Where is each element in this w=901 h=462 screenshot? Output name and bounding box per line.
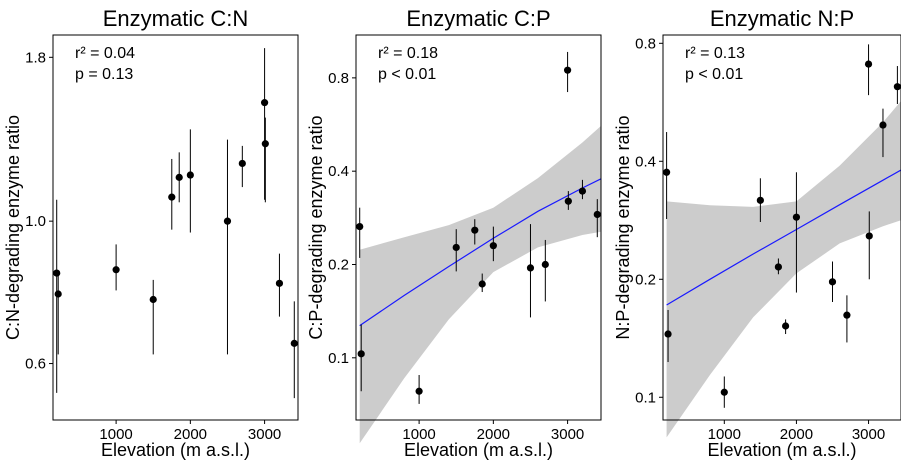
data-point	[275, 279, 284, 287]
data-point	[260, 99, 269, 107]
r-squared-label: r² = 0.04	[75, 45, 135, 62]
panel-border	[355, 34, 602, 421]
x-axis-label: Elevation (m a.s.l.)	[707, 440, 856, 460]
data-point	[879, 121, 887, 129]
data-point	[261, 140, 269, 148]
p-value-label: p < 0.01	[685, 66, 743, 83]
data-point	[893, 83, 901, 91]
y-tick-label: 1.0	[25, 213, 46, 230]
data-point	[357, 350, 365, 358]
chart-panel-enzymatic-cp: Enzymatic C:P 0.1 0.2 0.4 0.8 1000 2000 3000Ele…	[306, 6, 602, 460]
r-squared-label: r² = 0.13	[685, 45, 745, 62]
x-tick-label: 3000	[551, 426, 584, 443]
data-point	[792, 213, 801, 221]
y-tick-label: 0.1	[635, 389, 656, 406]
data-point	[843, 311, 851, 319]
x-tick-label: 1000	[402, 426, 435, 443]
data-point	[112, 266, 120, 274]
y-tick-label: 1.8	[25, 49, 46, 66]
data-point	[478, 280, 486, 288]
data-point	[782, 322, 790, 330]
y-tick-label: 0.4	[635, 153, 656, 170]
chart-panel-enzymatic-cn: Enzymatic C:N 0.6 1.0 1.8 1000 2000 3000Elevat…	[3, 6, 299, 460]
data-point	[415, 387, 423, 395]
x-tick-label: 1000	[708, 426, 741, 443]
confidence-band	[666, 101, 901, 438]
y-tick-label: 0.4	[328, 163, 349, 180]
x-tick-label: 1000	[99, 426, 132, 443]
data-point	[774, 263, 782, 271]
data-point	[290, 339, 298, 347]
x-axis-label: Elevation (m a.s.l.)	[101, 440, 250, 460]
data-point	[452, 243, 460, 252]
data-point	[864, 60, 873, 68]
y-tick-label: 0.8	[328, 70, 349, 87]
data-point	[563, 66, 572, 74]
x-tick-label: 2000	[780, 426, 813, 443]
data-point	[489, 242, 497, 250]
x-tick-label: 2000	[477, 426, 510, 443]
data-point	[828, 278, 837, 286]
y-tick-label: 0.6	[25, 356, 46, 373]
data-point	[168, 193, 176, 201]
data-point	[356, 223, 364, 231]
data-point	[149, 295, 157, 304]
p-value-label: p = 0.13	[75, 66, 133, 83]
y-axis-label: C:N-degrading enzyme ratio	[3, 115, 23, 340]
y-tick-label: 0.2	[635, 271, 656, 288]
x-tick-label: 3000	[852, 426, 885, 443]
data-point	[54, 290, 62, 298]
chart-panel-enzymatic-np: Enzymatic N:P 0.1 0.2 0.4 0.8 1000 2000 3000Ele…	[613, 6, 901, 460]
data-point	[541, 260, 549, 269]
chart-title: Enzymatic N:P	[710, 6, 854, 31]
x-tick-label: 2000	[174, 426, 207, 443]
x-tick-label: 3000	[248, 426, 281, 443]
panel-border	[52, 34, 299, 421]
data-point	[593, 210, 601, 219]
x-axis-label: Elevation (m a.s.l.)	[404, 440, 553, 460]
panel-border	[662, 34, 901, 421]
data-point	[564, 197, 572, 205]
data-point	[175, 173, 183, 181]
data-point	[664, 330, 672, 338]
data-point	[756, 196, 764, 204]
chart-title: Enzymatic C:P	[406, 6, 550, 31]
data-point	[471, 226, 479, 234]
y-tick-label: 0.1	[328, 350, 349, 367]
y-tick-label: 0.8	[635, 35, 656, 52]
data-point	[865, 232, 873, 240]
data-point	[526, 264, 535, 272]
data-point	[53, 269, 61, 277]
data-point	[720, 388, 728, 396]
r-squared-label: r² = 0.18	[378, 45, 438, 62]
y-tick-label: 0.2	[328, 256, 349, 273]
y-axis-label: N:P-degrading enzyme ratio	[613, 115, 633, 339]
data-point	[663, 168, 671, 176]
data-point	[238, 159, 246, 168]
p-value-label: p < 0.01	[378, 66, 436, 83]
y-axis-label: C:P-degrading enzyme ratio	[306, 115, 326, 339]
data-point	[186, 171, 194, 179]
data-point	[578, 187, 587, 195]
data-point	[223, 217, 232, 225]
chart-title: Enzymatic C:N	[103, 6, 248, 31]
